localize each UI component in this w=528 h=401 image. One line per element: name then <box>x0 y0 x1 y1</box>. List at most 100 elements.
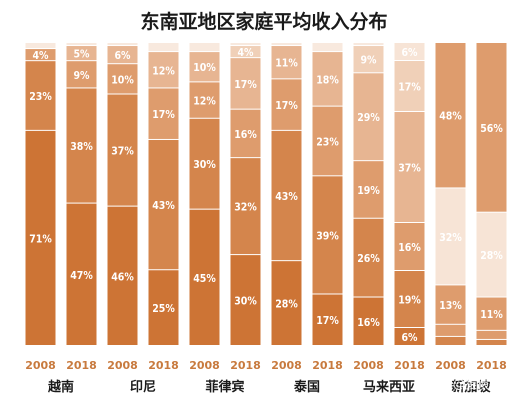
segment-data-label: 18% <box>316 74 339 86</box>
bar-segment <box>394 112 425 222</box>
country-labels: 越南 印尼 菲律宾 泰国 马来西亚 新加坡 <box>47 379 492 395</box>
segment-data-label: 9% <box>360 55 377 67</box>
segment-data-label: 23% <box>316 136 339 148</box>
segment-data-label: 38% <box>70 141 93 153</box>
bar-segment <box>353 46 384 73</box>
bar-segment <box>189 118 220 209</box>
segment-data-label: 11% <box>480 309 503 321</box>
segment-data-label: 6% <box>114 50 131 62</box>
bar-segment <box>271 261 302 345</box>
year-tick-label: 2008 <box>107 359 138 372</box>
bar-segment <box>353 73 384 161</box>
segment-data-label: 16% <box>357 317 380 329</box>
year-tick-label: 2018 <box>230 359 261 372</box>
segment-data-label: 5% <box>73 49 90 61</box>
segment-data-label: 6% <box>401 47 418 59</box>
bar-segment <box>476 212 507 297</box>
segment-data-label: 25% <box>152 303 175 315</box>
bar-segment <box>148 52 179 88</box>
segment-data-label: 30% <box>234 296 257 308</box>
bar-segment <box>394 271 425 327</box>
segment-data-label: 28% <box>480 250 503 262</box>
year-tick-label: 2008 <box>435 359 466 372</box>
bar-segment <box>476 43 507 212</box>
segment-data-label: 12% <box>152 65 175 77</box>
segment-data-label: 47% <box>70 270 93 282</box>
bar-segment <box>435 324 466 336</box>
bar-segment <box>312 294 343 345</box>
bar-segment <box>271 43 302 46</box>
watermark-text: 头条 @猿猿的杂皮 <box>425 376 525 391</box>
bar-segment <box>312 176 343 294</box>
bar-segment <box>25 61 56 130</box>
bar-segment <box>189 82 220 118</box>
country-label: 泰国 <box>293 379 320 395</box>
bar-segment <box>435 336 466 345</box>
segment-data-label: 17% <box>152 109 175 121</box>
segment-data-label: 43% <box>275 191 298 203</box>
segment-data-label: 16% <box>234 129 257 141</box>
country-label: 越南 <box>47 379 74 395</box>
segment-data-label: 45% <box>193 273 216 285</box>
bar-segment <box>435 188 466 285</box>
bar-segment <box>312 106 343 176</box>
bar-segment <box>271 46 302 79</box>
segment-data-label: 10% <box>193 62 216 74</box>
segment-data-label: 39% <box>316 230 339 242</box>
country-label: 马来西亚 <box>363 379 415 395</box>
segment-data-label: 71% <box>29 233 52 245</box>
year-tick-label: 2018 <box>66 359 97 372</box>
bar-segment <box>476 330 507 339</box>
bar-segment <box>66 203 97 345</box>
bar-segment <box>107 43 138 46</box>
bar-segment <box>25 130 56 345</box>
segment-data-label: 4% <box>237 47 254 59</box>
segment-data-label: 23% <box>29 91 52 103</box>
segment-data-label: 28% <box>275 299 298 311</box>
bar-segment <box>25 49 56 61</box>
segment-data-label: 32% <box>234 202 257 214</box>
bar-segment <box>394 61 425 111</box>
bar-segment <box>66 43 97 46</box>
bar-segment <box>107 206 138 345</box>
bar-segment <box>230 255 261 345</box>
country-label: 新加坡 <box>451 379 491 395</box>
segment-data-label: 37% <box>398 163 421 175</box>
bar-segment <box>230 158 261 255</box>
segment-data-label: 13% <box>439 300 462 312</box>
bars-layer: 71% 23% 4% 47% 38% 9% 5% 46% 37% 10% 6% 25% 43% 17% 12… <box>25 43 507 345</box>
bar-segment <box>148 139 179 270</box>
segment-data-label: 32% <box>439 232 462 244</box>
bar-segment <box>353 297 384 345</box>
segment-data-label: 17% <box>398 82 421 94</box>
segment-data-label: 19% <box>398 295 421 307</box>
year-tick-label: 2018 <box>476 359 507 372</box>
segment-data-label: 48% <box>439 111 462 123</box>
segment-data-label: 10% <box>111 74 134 86</box>
year-tick-label: 2018 <box>312 359 343 372</box>
year-tick-label: 2018 <box>148 359 179 372</box>
country-label: 印尼 <box>130 380 156 395</box>
bar-segment <box>394 223 425 270</box>
segment-data-label: 46% <box>111 271 134 283</box>
bar-segment <box>353 43 384 46</box>
year-tick-label: 2018 <box>394 359 425 372</box>
bar-segment <box>476 297 507 330</box>
bar-segment <box>189 209 220 345</box>
bar-segment <box>312 52 343 106</box>
segment-data-label: 9% <box>73 70 90 82</box>
segment-data-label: 4% <box>32 50 49 62</box>
country-label: 菲律宾 <box>205 379 244 395</box>
bar-segment <box>66 88 97 203</box>
bar-segment <box>230 43 261 46</box>
segment-data-label: 19% <box>357 185 380 197</box>
segment-data-label: 17% <box>316 315 339 327</box>
segment-data-label: 17% <box>234 79 257 91</box>
bar-segment <box>394 43 425 60</box>
segment-data-label: 30% <box>193 159 216 171</box>
year-tick-label: 2008 <box>271 359 302 372</box>
chart-title: 东南亚地区家庭平均收入分布 <box>140 10 387 33</box>
bar-segment <box>353 218 384 297</box>
bar-segment <box>189 52 220 82</box>
bar-segment <box>394 328 425 345</box>
